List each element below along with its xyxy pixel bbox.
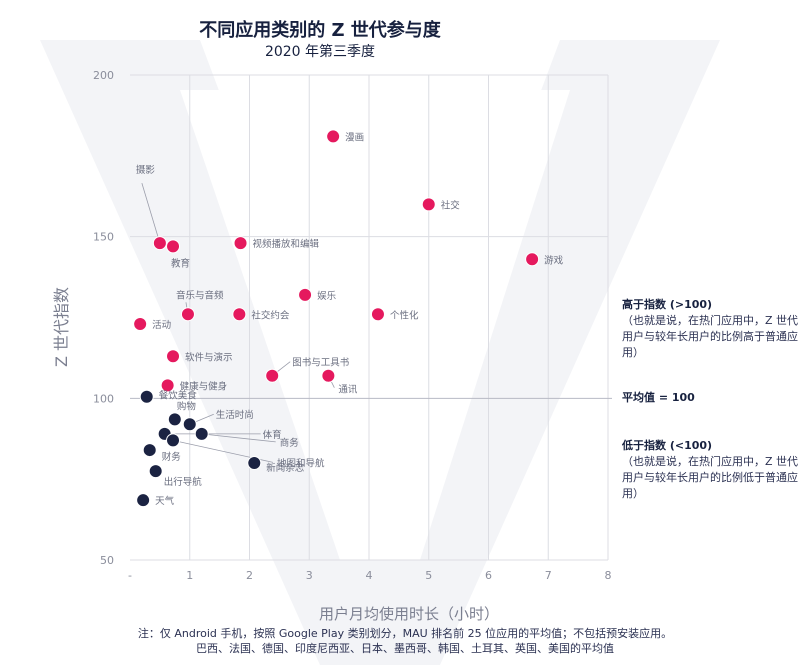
average-annotation: 平均值 = 100 — [622, 390, 804, 406]
point-漫画 — [326, 129, 341, 144]
footnote-line-2: 巴西、法国、德国、印度尼西亚、日本、墨西哥、韩国、土耳其、英国、美国的平均值 — [196, 642, 614, 655]
above-index-description: （也就是说，在热门应用中，Z 世代用户与较年长用户的比例高于普通应用） — [622, 314, 799, 359]
point-label: 购物 — [177, 400, 197, 412]
point-社交约会 — [232, 307, 247, 322]
point-label: 通讯 — [338, 385, 358, 396]
x-tick-label: 5 — [425, 569, 432, 582]
point-个性化 — [370, 307, 385, 322]
point-label: 视频播放和编辑 — [253, 238, 320, 250]
point-天气 — [136, 493, 151, 508]
average-label: 平均值 = 100 — [622, 391, 695, 404]
footnote: 注：仅 Android 手机，按照 Google Play 类别划分，MAU 排… — [0, 626, 810, 656]
point-社交 — [421, 197, 436, 212]
y-axis-label: Z 世代指数 — [52, 286, 71, 368]
point-label: 商务 — [280, 437, 300, 449]
x-tick-label: 8 — [605, 569, 612, 582]
point-餐饮美食 — [139, 389, 154, 404]
point-label: 游戏 — [544, 254, 564, 266]
point-游戏 — [525, 252, 540, 267]
point-labels: 漫画社交游戏 摄影教育 视频播放和编辑娱乐个性化 音乐与音频社交约会活动软件与演示图书… — [136, 131, 564, 507]
point-label: 音乐与音频 — [176, 289, 224, 301]
x-tick-label: 3 — [306, 569, 313, 582]
chart-title: 不同应用类别的 Z 世代参与度 — [199, 20, 441, 41]
grid — [130, 74, 612, 561]
point-活动 — [133, 316, 148, 331]
point-label: 出行导航 — [164, 476, 203, 488]
point-视频播放和编辑 — [233, 236, 248, 251]
point-label: 活动 — [152, 319, 171, 331]
point-地图和导航 — [166, 433, 181, 448]
point-教育 — [166, 239, 181, 254]
y-tick-label: 50 — [100, 554, 114, 567]
footnote-line-1: 注：仅 Android 手机，按照 Google Play 类别划分，MAU 排… — [137, 627, 673, 640]
point-软件与演示 — [166, 349, 181, 364]
below-index-heading: 低于指数 (<100) — [622, 439, 713, 452]
point-财务 — [142, 443, 157, 458]
data-points — [133, 129, 540, 508]
point-label: 软件与演示 — [185, 351, 233, 363]
leader-line — [201, 433, 276, 443]
point-音乐与音频 — [180, 307, 195, 322]
above-index-annotation: 高于指数 (>100) （也就是说，在热门应用中，Z 世代用户与较年长用户的比例… — [622, 297, 804, 361]
point-购物 — [167, 412, 182, 427]
above-index-heading: 高于指数 (>100) — [622, 298, 713, 311]
point-label: 漫画 — [345, 131, 364, 143]
y-tick-label: 200 — [93, 69, 114, 82]
below-index-annotation: 低于指数 (<100) （也就是说，在热门应用中，Z 世代用户与较年长用户的比例… — [622, 438, 804, 502]
point-出行导航 — [148, 464, 163, 479]
x-tick-label: 7 — [545, 569, 552, 582]
point-label: 地图和导航 — [277, 457, 325, 469]
point-娱乐 — [298, 287, 313, 302]
point-label: 新闻杂志 — [266, 462, 304, 474]
leader-line — [141, 183, 161, 244]
point-label: 天气 — [155, 495, 175, 507]
y-tick-label: 150 — [93, 231, 114, 244]
x-axis-label: 用户月均使用时长（小时） — [318, 605, 500, 623]
point-label: 娱乐 — [317, 290, 337, 302]
point-label: 社交 — [441, 199, 461, 211]
x-tick-label: 2 — [246, 569, 253, 582]
x-tick-label: 4 — [366, 569, 373, 582]
point-label: 摄影 — [136, 164, 156, 176]
point-新闻杂志 — [247, 456, 262, 470]
chart-subtitle: 2020 年第三季度 — [264, 44, 376, 60]
point-label: 社交约会 — [251, 309, 290, 321]
point-label: 餐饮美食 — [159, 390, 198, 402]
point-label: 财务 — [162, 451, 182, 463]
y-tick-label: 100 — [93, 392, 114, 405]
x-tick-label: 6 — [485, 569, 492, 582]
point-label: 教育 — [171, 257, 190, 269]
point-label: 个性化 — [390, 309, 419, 321]
point-label: 体育 — [263, 429, 282, 441]
point-生活时尚 — [182, 417, 197, 432]
axis-ticks: - 1 2 3 4 5 6 7 8 50 100 150 200 — [93, 69, 612, 582]
x-tick-label: - — [128, 569, 132, 582]
point-label: 健康与健身 — [180, 380, 228, 392]
point-通讯 — [321, 368, 336, 383]
point-商务 — [194, 426, 209, 441]
point-健康与健身 — [160, 378, 175, 393]
x-tick-label: 1 — [186, 569, 193, 582]
point-图书与工具书 — [265, 368, 280, 383]
point-label: 生活时尚 — [216, 409, 254, 421]
below-index-description: （也就是说，在热门应用中，Z 世代用户与较年长用户的比例低于普通应用） — [622, 455, 799, 500]
point-label: 图书与工具书 — [292, 358, 350, 369]
point-摄影 — [152, 236, 167, 251]
